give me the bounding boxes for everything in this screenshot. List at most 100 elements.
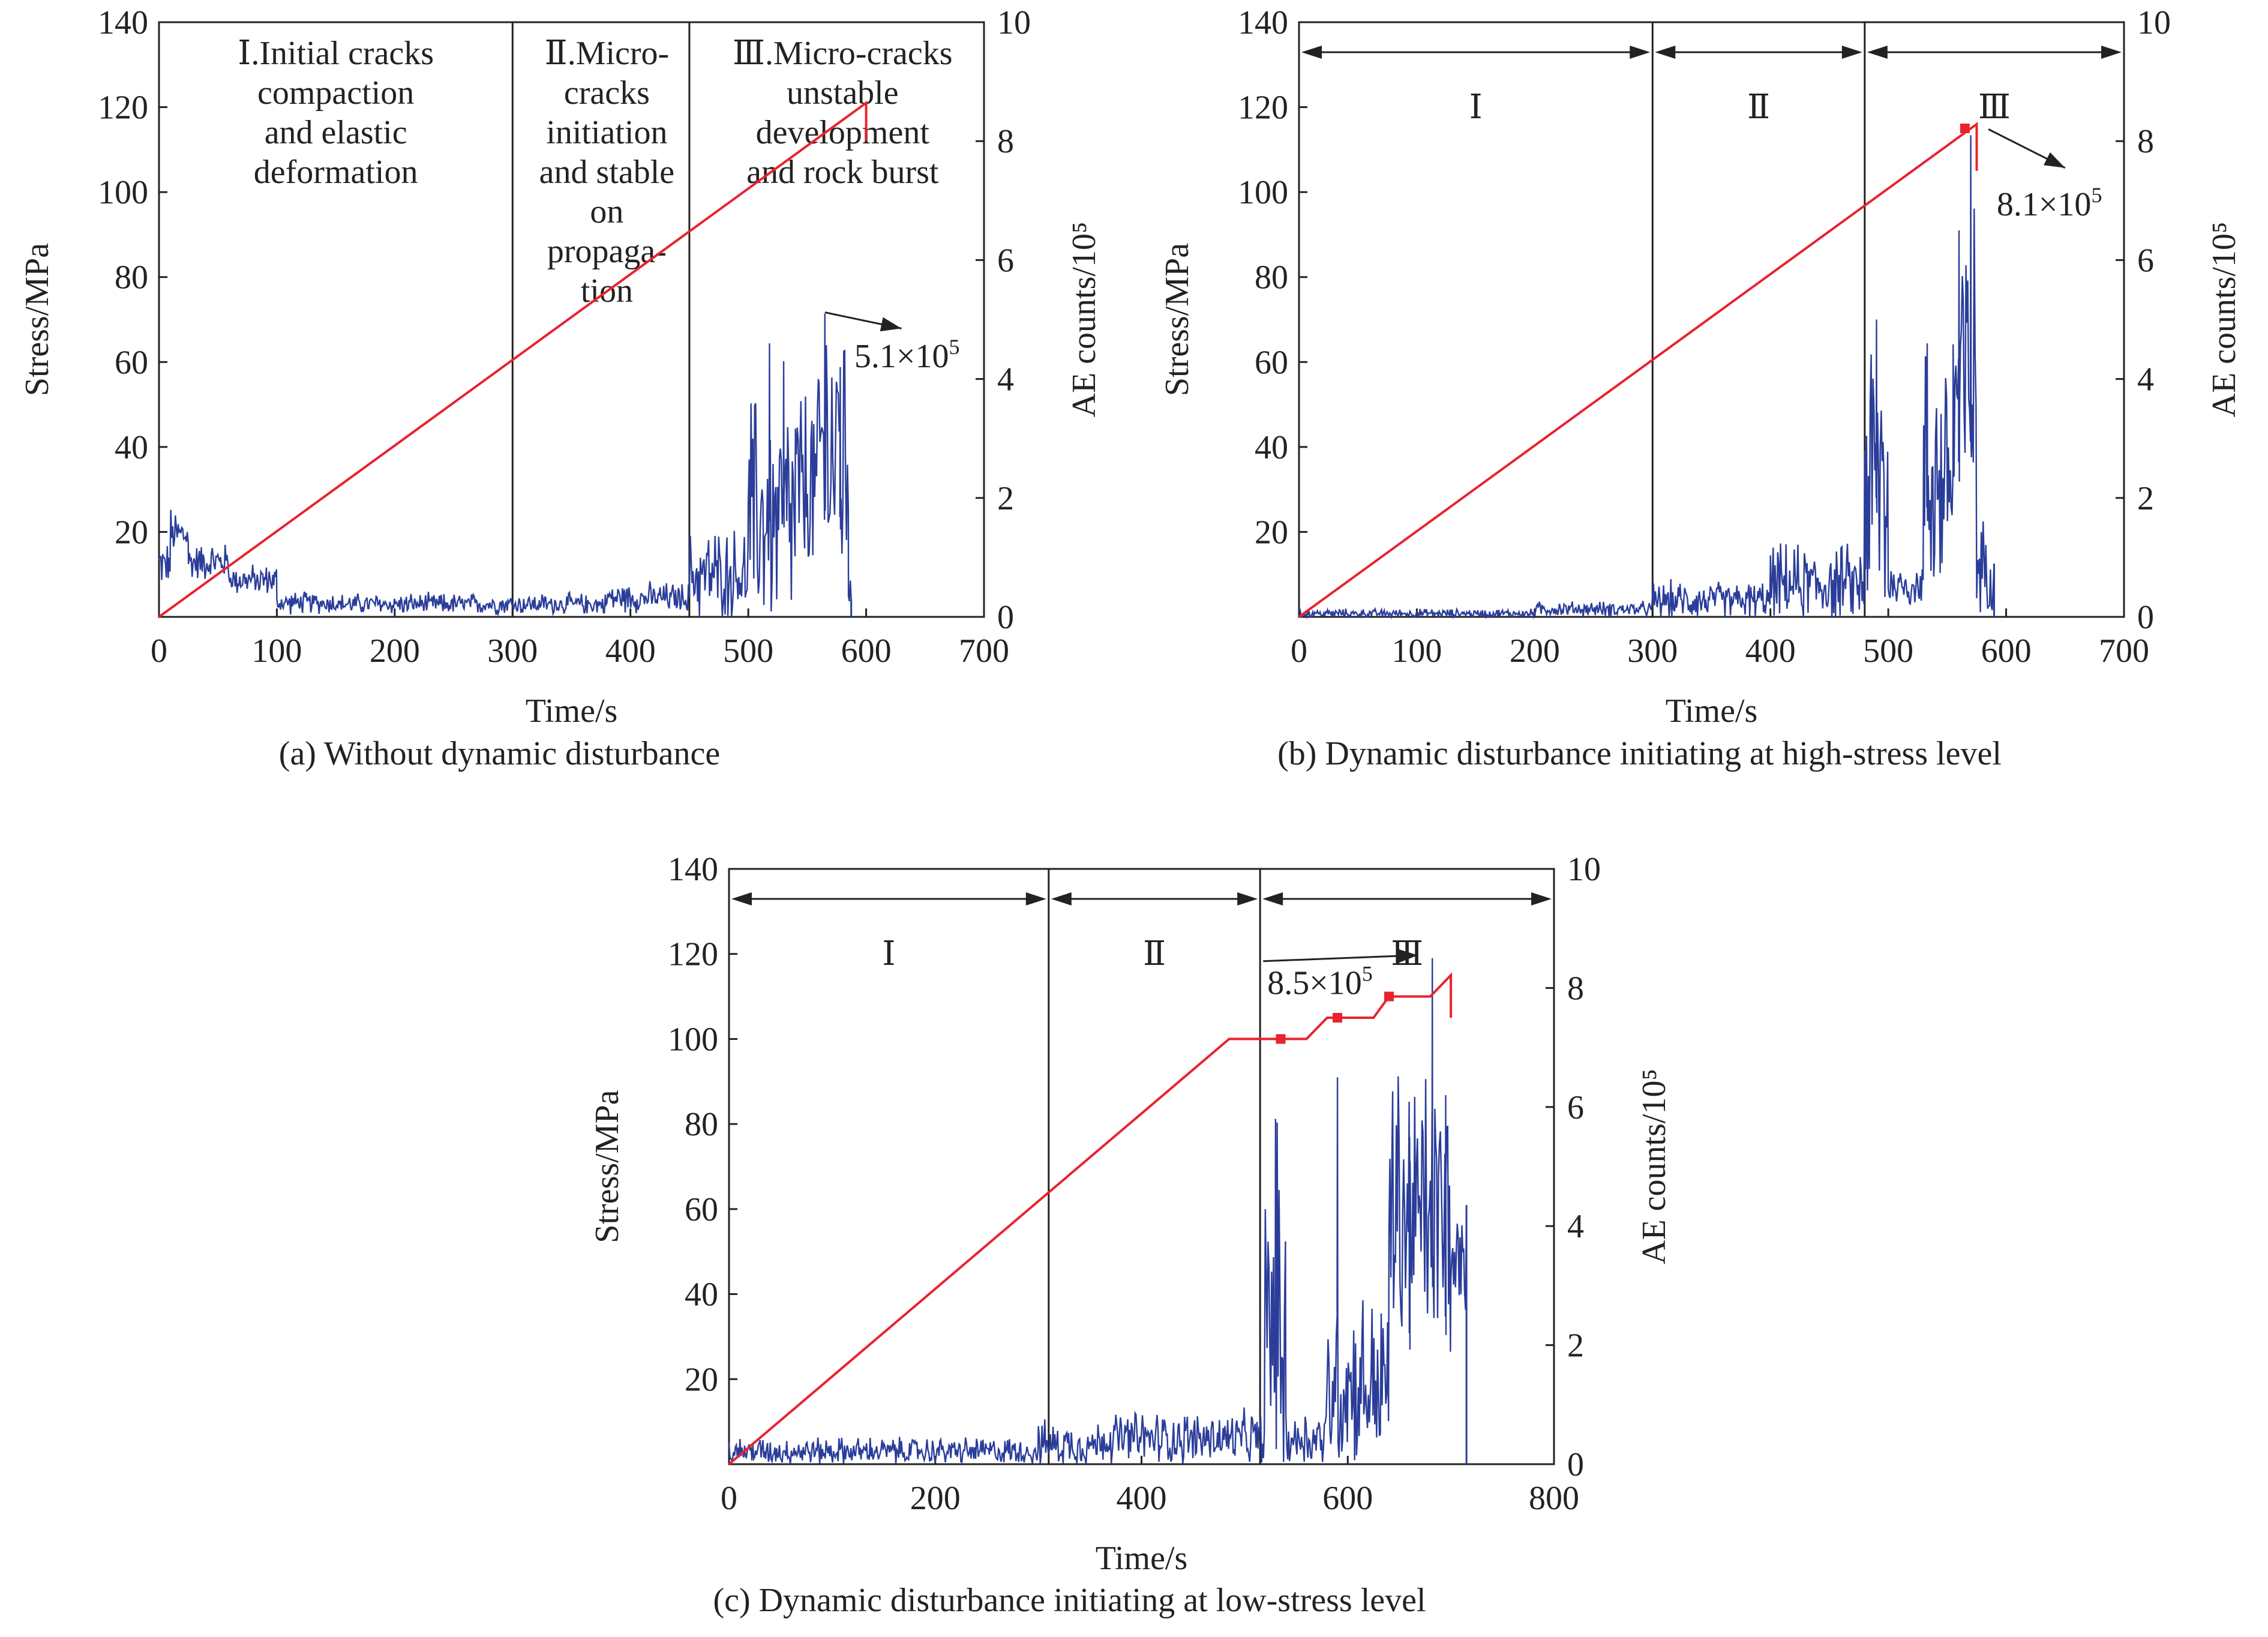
peak-annotation: 5.1×105 bbox=[824, 311, 960, 375]
stress-marker bbox=[1384, 991, 1394, 1002]
y-axis-label: Stress/MPa bbox=[589, 1090, 626, 1243]
phase-text-line: and stable bbox=[539, 154, 674, 191]
x-tick-label: 200 bbox=[910, 1480, 961, 1517]
chart-caption: (b) Dynamic disturbance initiating at hi… bbox=[1277, 735, 2002, 772]
phase-text-line: Ⅲ.Micro-cracks bbox=[733, 35, 953, 72]
x-tick-label: 400 bbox=[1745, 632, 1796, 670]
chart-panel-b: 0 100 200 300 400 500 600 700 20 40 60 80 100 120 140 0… bbox=[1159, 4, 2243, 772]
x-tick-label: 500 bbox=[723, 632, 773, 670]
phase-numeral: Ⅲ bbox=[1978, 89, 2011, 126]
stress-marker bbox=[1276, 1034, 1286, 1044]
y2-tick-label: 0 bbox=[2137, 599, 2154, 636]
y2-tick-label: 0 bbox=[1567, 1446, 1584, 1483]
arrow-head bbox=[1630, 46, 1651, 59]
x-tick-label: 500 bbox=[1863, 632, 1913, 670]
y-tick-label: 100 bbox=[668, 1021, 718, 1058]
arrow-head bbox=[1841, 46, 1862, 59]
phase-label: Ⅲ bbox=[1262, 892, 1552, 973]
x-tick-label: 600 bbox=[1981, 632, 2032, 670]
x-tick-label: 400 bbox=[605, 632, 656, 670]
phase-label: Ⅰ bbox=[731, 892, 1046, 973]
y2-tick-label: 10 bbox=[1567, 851, 1601, 888]
x-axis-label: Time/s bbox=[526, 692, 618, 730]
phase-numeral: Ⅰ bbox=[1469, 89, 1483, 126]
x-tick-label: 100 bbox=[251, 632, 302, 670]
x-tick-label: 0 bbox=[721, 1480, 737, 1517]
x-tick-label: 100 bbox=[1391, 632, 1442, 670]
x-tick-label: 700 bbox=[959, 632, 1009, 670]
stress-series bbox=[728, 972, 1453, 1465]
y2-tick-label: 2 bbox=[997, 480, 1014, 517]
phase-label: Ⅱ bbox=[1655, 46, 1862, 126]
arrow-head bbox=[1262, 892, 1283, 906]
y-tick-label: 20 bbox=[1255, 514, 1288, 551]
phase-text-line: and elastic bbox=[265, 114, 407, 151]
phase-text-line: compaction bbox=[257, 74, 414, 112]
arrow-head bbox=[1301, 46, 1322, 59]
annotation-text: 8.5×105 bbox=[1267, 961, 1373, 1002]
annotation-arrow-head bbox=[1397, 949, 1418, 964]
y2-tick-label: 2 bbox=[2137, 480, 2154, 517]
annotation-text: 8.1×105 bbox=[1997, 183, 2102, 223]
y2-tick-label: 4 bbox=[997, 361, 1014, 398]
phase-text-line: deformation bbox=[254, 154, 418, 191]
y2-axis-label: AE counts/10⁵ bbox=[2206, 222, 2243, 418]
phase-label: Ⅲ bbox=[1867, 46, 2122, 126]
annotation-text: 5.1×105 bbox=[854, 335, 960, 375]
y-tick-label: 120 bbox=[1238, 89, 1288, 127]
phase-text-line: cracks bbox=[564, 74, 650, 112]
stress-series bbox=[158, 100, 868, 618]
y2-tick-label: 10 bbox=[2137, 4, 2171, 41]
ae-counts-series bbox=[728, 958, 1468, 1465]
x-axis-label: Time/s bbox=[1666, 692, 1758, 730]
phase-text-line: and rock burst bbox=[746, 154, 939, 191]
y2-tick-label: 6 bbox=[2137, 242, 2154, 279]
x-tick-label: 300 bbox=[487, 632, 538, 670]
arrow-head bbox=[1655, 46, 1676, 59]
plot-frame bbox=[158, 21, 985, 618]
chart-panel-c: 0 200 400 600 800 20 40 60 80 100 120 140 0 2 4 6 8 10 Tim… bbox=[589, 851, 1673, 1619]
x-tick-label: 800 bbox=[1529, 1480, 1579, 1517]
y-axis-label: Stress/MPa bbox=[19, 243, 56, 396]
y-tick-label: 100 bbox=[1238, 174, 1288, 211]
y-tick-label: 60 bbox=[115, 344, 148, 381]
y2-tick-label: 0 bbox=[997, 599, 1014, 636]
y-tick-label: 20 bbox=[115, 514, 148, 551]
x-tick-label: 0 bbox=[151, 632, 167, 670]
phase-numeral: Ⅰ bbox=[882, 936, 895, 973]
ae-counts-series bbox=[1298, 135, 1995, 620]
y-axis-label: Stress/MPa bbox=[1159, 243, 1196, 396]
phase-text-line: initiation bbox=[546, 114, 667, 151]
y-tick-label: 100 bbox=[98, 174, 148, 211]
x-tick-label: 400 bbox=[1117, 1480, 1167, 1517]
y-tick-label: 140 bbox=[1238, 4, 1288, 41]
y2-tick-label: 6 bbox=[997, 242, 1014, 279]
y-tick-label: 80 bbox=[115, 259, 148, 296]
stress-marker bbox=[1960, 123, 1970, 133]
arrow-head bbox=[1051, 892, 1072, 906]
stress-marker bbox=[1333, 1013, 1343, 1023]
y-tick-label: 140 bbox=[98, 4, 148, 41]
y2-tick-label: 6 bbox=[1567, 1089, 1584, 1126]
phase-label: Ⅰ bbox=[1301, 46, 1651, 126]
arrow-head bbox=[1237, 892, 1258, 906]
y-tick-label: 40 bbox=[1255, 429, 1288, 466]
y-tick-label: 80 bbox=[685, 1106, 718, 1143]
x-tick-label: 600 bbox=[841, 632, 892, 670]
annotation-arrow bbox=[1263, 954, 1418, 963]
plot-frame bbox=[728, 868, 1555, 1465]
y2-axis-label: AE counts/10⁵ bbox=[1066, 222, 1103, 418]
y-tick-label: 60 bbox=[685, 1191, 718, 1228]
x-axis-label: Time/s bbox=[1096, 1540, 1188, 1577]
peak-annotation: 8.1×105 bbox=[1988, 128, 2102, 223]
ae-counts-series bbox=[158, 313, 852, 617]
y2-tick-label: 8 bbox=[1567, 970, 1584, 1007]
y-tick-label: 40 bbox=[115, 429, 148, 466]
x-tick-label: 0 bbox=[1291, 632, 1307, 670]
phase-numeral: Ⅱ bbox=[1747, 89, 1770, 126]
y2-tick-label: 8 bbox=[997, 123, 1014, 160]
stress-series bbox=[1298, 121, 1978, 618]
